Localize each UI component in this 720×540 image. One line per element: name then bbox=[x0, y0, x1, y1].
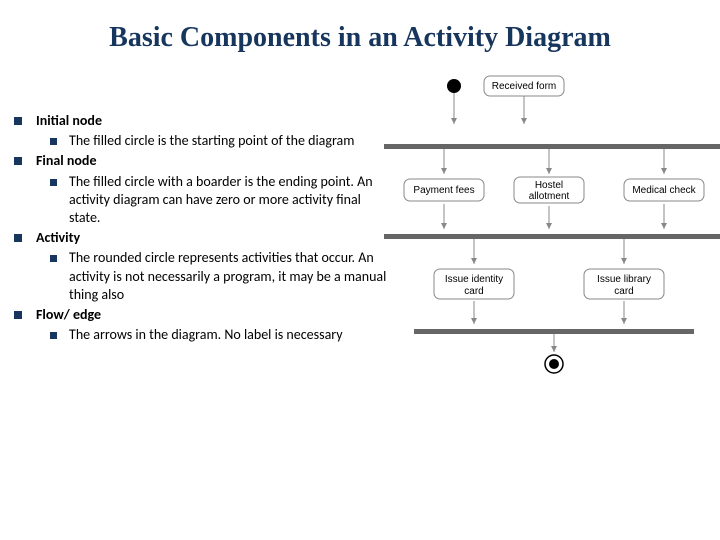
bullet-icon bbox=[50, 255, 57, 262]
content-area: Initial node The filled circle is the st… bbox=[0, 64, 720, 484]
item-heading: Activity bbox=[36, 229, 80, 247]
list-item: Initial node bbox=[14, 112, 394, 130]
list-item: Flow/ edge bbox=[14, 306, 394, 324]
svg-text:Medical check: Medical check bbox=[632, 185, 696, 196]
bullet-icon bbox=[50, 138, 57, 145]
item-heading: Flow/ edge bbox=[36, 306, 101, 324]
page-title: Basic Components in an Activity Diagram bbox=[0, 0, 720, 64]
item-text: The rounded circle represents activities… bbox=[69, 249, 394, 304]
svg-text:allotment: allotment bbox=[529, 191, 570, 202]
list-item: Activity bbox=[14, 229, 394, 247]
list-subitem: The arrows in the diagram. No label is n… bbox=[50, 326, 394, 344]
svg-text:Payment fees: Payment fees bbox=[413, 185, 474, 196]
svg-text:card: card bbox=[614, 286, 633, 297]
svg-text:Issue identity: Issue identity bbox=[445, 274, 503, 285]
bullet-icon bbox=[50, 179, 57, 186]
bullet-icon bbox=[14, 117, 22, 125]
svg-text:Received form: Received form bbox=[492, 81, 556, 92]
list-item: Final node bbox=[14, 152, 394, 170]
svg-text:card: card bbox=[464, 286, 483, 297]
bullet-icon bbox=[14, 311, 22, 319]
bullet-icon bbox=[14, 234, 22, 242]
list-subitem: The filled circle with a boarder is the … bbox=[50, 173, 394, 228]
diagram-area: Received form Payment fees Hostelallotment… bbox=[394, 64, 720, 484]
bullet-icon bbox=[50, 332, 57, 339]
list-subitem: The filled circle is the starting point … bbox=[50, 132, 394, 150]
svg-text:Hostel: Hostel bbox=[535, 180, 563, 191]
svg-text:Issue library: Issue library bbox=[597, 274, 651, 285]
item-text: The arrows in the diagram. No label is n… bbox=[69, 326, 343, 344]
item-heading: Initial node bbox=[36, 112, 102, 130]
activity-diagram: Received form Payment fees Hostelallotment… bbox=[384, 64, 720, 464]
bullet-list: Initial node The filled circle is the st… bbox=[0, 64, 394, 346]
item-text: The filled circle with a boarder is the … bbox=[69, 173, 394, 228]
list-subitem: The rounded circle represents activities… bbox=[50, 249, 394, 304]
item-text: The filled circle is the starting point … bbox=[69, 132, 354, 150]
bullet-icon bbox=[14, 157, 22, 165]
item-heading: Final node bbox=[36, 152, 97, 170]
